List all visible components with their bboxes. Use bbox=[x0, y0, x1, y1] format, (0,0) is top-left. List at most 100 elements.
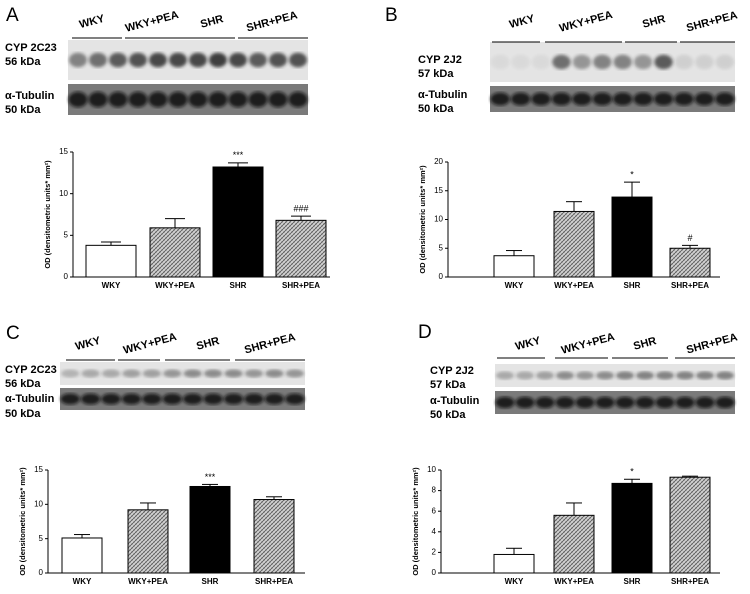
x-tick-label: WKY+PEA bbox=[128, 577, 168, 586]
blot-band bbox=[208, 91, 228, 108]
lane-label: WKY+PEA bbox=[558, 9, 614, 35]
bar bbox=[493, 255, 535, 278]
y-tick-label: 2 bbox=[432, 548, 437, 557]
x-tick-label: WKY bbox=[73, 577, 92, 586]
x-tick-label: WKY+PEA bbox=[155, 281, 195, 290]
blot-image bbox=[60, 388, 305, 410]
bar bbox=[553, 210, 595, 278]
y-tick-label: 0 bbox=[64, 272, 69, 281]
blot-band bbox=[496, 371, 514, 380]
blot-band bbox=[595, 396, 615, 409]
blot-band bbox=[168, 91, 188, 108]
bar bbox=[85, 244, 137, 278]
blot-band bbox=[285, 369, 304, 378]
blot-band bbox=[60, 393, 81, 405]
significance-label: ### bbox=[293, 204, 308, 214]
y-tick-label: 10 bbox=[434, 215, 443, 224]
blot-band bbox=[694, 92, 715, 106]
panel-letter: D bbox=[418, 322, 432, 343]
blot-band bbox=[80, 393, 101, 405]
blot-band bbox=[209, 52, 227, 68]
significance-label: *** bbox=[233, 150, 244, 160]
blot-band bbox=[616, 371, 634, 380]
y-tick-label: 10 bbox=[59, 189, 68, 198]
bar bbox=[611, 196, 653, 278]
blot-band bbox=[128, 91, 148, 108]
bar bbox=[61, 537, 103, 574]
y-tick-label: 20 bbox=[434, 157, 443, 166]
lane-label: SHR bbox=[641, 13, 667, 31]
blot-band bbox=[696, 371, 714, 380]
blot-band bbox=[695, 54, 714, 70]
blot-band bbox=[572, 92, 592, 106]
lane-label: WKY bbox=[78, 13, 107, 31]
blot-label: 57 kDa bbox=[418, 68, 454, 80]
blot-image bbox=[68, 84, 308, 115]
blot-label: CYP 2J2 bbox=[430, 365, 474, 377]
blot-image bbox=[490, 86, 735, 112]
panel: D CYP 2J2 57 kDa α-Tubulin 50 kDa WKY WKY+PEA S… bbox=[411, 322, 739, 586]
blot-band bbox=[182, 393, 203, 405]
y-tick-label: 4 bbox=[432, 527, 437, 536]
blot-band bbox=[676, 371, 694, 380]
x-tick-label: WKY+PEA bbox=[554, 577, 594, 586]
blot-band bbox=[653, 92, 674, 106]
blot-band bbox=[596, 371, 614, 380]
blot-band bbox=[269, 52, 287, 68]
significance-label: * bbox=[630, 467, 634, 477]
blot-image bbox=[495, 391, 735, 414]
lane-label: WKY+PEA bbox=[122, 331, 178, 357]
blot-band bbox=[551, 92, 572, 106]
blot-band bbox=[714, 92, 735, 106]
y-axis-label: OD (densitometric units* mm²) bbox=[411, 467, 420, 576]
lane-label: SHR bbox=[195, 335, 221, 353]
bar bbox=[253, 499, 295, 574]
panel: A CYP 2C23 56 kDa α-Tubulin 50 kDa WKY WKY+PEA… bbox=[5, 5, 330, 290]
blot-label: α-Tubulin bbox=[5, 90, 55, 102]
blot-band bbox=[244, 393, 264, 405]
blot-label: 56 kDa bbox=[5, 56, 41, 68]
blot-band bbox=[510, 92, 531, 106]
lane-label: WKY bbox=[74, 335, 103, 353]
blot-band bbox=[224, 369, 243, 378]
significance-label: * bbox=[630, 170, 634, 180]
y-tick-label: 15 bbox=[59, 147, 68, 156]
blot-label: α-Tubulin bbox=[418, 89, 468, 101]
blot-label: α-Tubulin bbox=[430, 395, 480, 407]
blot-band bbox=[636, 371, 654, 380]
blot-band bbox=[169, 52, 187, 68]
bar bbox=[669, 476, 711, 574]
blot-label: 50 kDa bbox=[5, 408, 41, 420]
blot-band bbox=[633, 92, 653, 106]
blot-band bbox=[148, 91, 168, 108]
y-tick-label: 15 bbox=[34, 465, 43, 474]
blot-band bbox=[69, 52, 87, 68]
bar bbox=[611, 482, 653, 574]
blot-band bbox=[535, 396, 555, 409]
y-tick-label: 10 bbox=[34, 499, 43, 508]
blot-label: CYP 2C23 bbox=[5, 42, 57, 54]
blot-band bbox=[122, 369, 141, 378]
lane-label: SHR+PEA bbox=[685, 9, 739, 34]
x-tick-label: SHR+PEA bbox=[671, 281, 709, 290]
y-axis-label: OD (densitometric units* mm²) bbox=[18, 467, 27, 576]
blot-image bbox=[60, 362, 305, 385]
blot-band bbox=[552, 54, 571, 70]
y-tick-label: 5 bbox=[439, 243, 444, 252]
x-tick-label: SHR+PEA bbox=[255, 577, 293, 586]
blot-band bbox=[229, 52, 247, 68]
blot-band bbox=[188, 91, 208, 108]
significance-label: # bbox=[687, 233, 692, 243]
significance-label: *** bbox=[205, 472, 216, 482]
blot-band bbox=[183, 369, 202, 378]
x-tick-label: WKY+PEA bbox=[554, 281, 594, 290]
bar bbox=[212, 166, 264, 278]
blot-band bbox=[89, 52, 107, 68]
y-tick-label: 0 bbox=[432, 568, 437, 577]
blot-band bbox=[265, 369, 284, 378]
blot-band bbox=[675, 396, 695, 409]
blot-band bbox=[68, 91, 88, 108]
blot-band bbox=[715, 396, 735, 409]
blot-label: 50 kDa bbox=[418, 103, 454, 115]
